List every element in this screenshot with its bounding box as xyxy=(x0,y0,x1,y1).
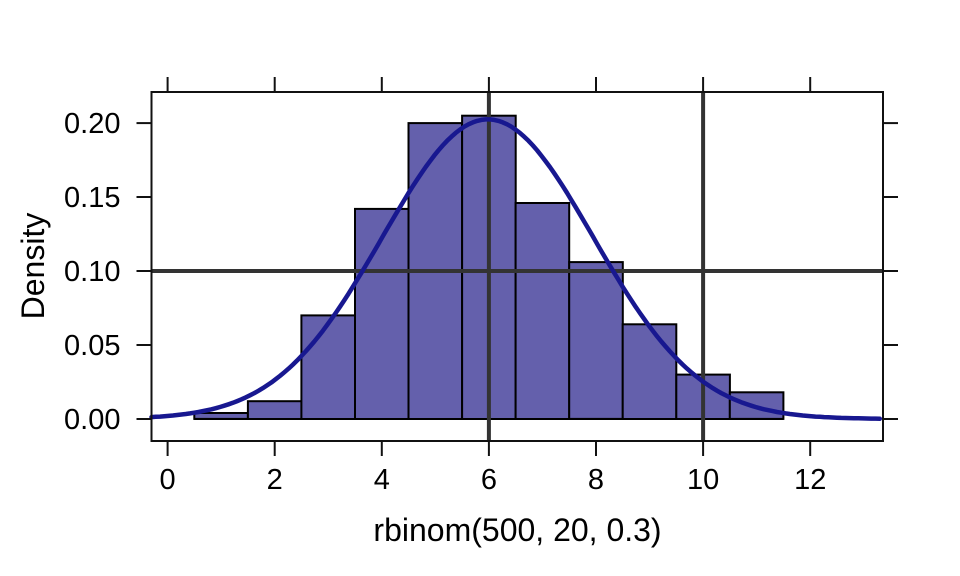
histogram-bar xyxy=(300,314,356,420)
x-axis-title: rbinom(500, 20, 0.3) xyxy=(373,512,662,548)
y-tick-label: 0.10 xyxy=(64,256,120,288)
x-tick-label: 2 xyxy=(267,464,283,496)
x-axis-ticks xyxy=(166,77,812,456)
density-curve xyxy=(149,117,883,421)
histogram-bar xyxy=(514,202,571,420)
y-axis-ticks xyxy=(136,122,898,420)
plot-border xyxy=(150,91,884,442)
x-tick-label: 12 xyxy=(794,464,826,496)
y-axis-tick-labels: 0.00 0.05 0.10 0.15 0.20 xyxy=(64,108,120,436)
y-axis-title: Density xyxy=(15,212,51,320)
x-tick-label: 4 xyxy=(374,464,390,496)
x-tick-label: 8 xyxy=(588,464,604,496)
x-tick-label: 10 xyxy=(687,464,719,496)
x-axis-tick-labels: 0 2 4 6 8 10 12 xyxy=(160,464,827,496)
histogram-bar xyxy=(621,323,678,420)
histogram-bar xyxy=(246,400,303,421)
y-tick-label: 0.15 xyxy=(64,182,120,214)
y-tick-label: 0.20 xyxy=(64,108,120,140)
y-tick-label: 0.05 xyxy=(64,330,120,362)
histogram-bar xyxy=(568,261,624,420)
x-tick-label: 6 xyxy=(481,464,497,496)
x-tick-label: 0 xyxy=(160,464,176,496)
y-tick-label: 0.00 xyxy=(64,404,120,436)
